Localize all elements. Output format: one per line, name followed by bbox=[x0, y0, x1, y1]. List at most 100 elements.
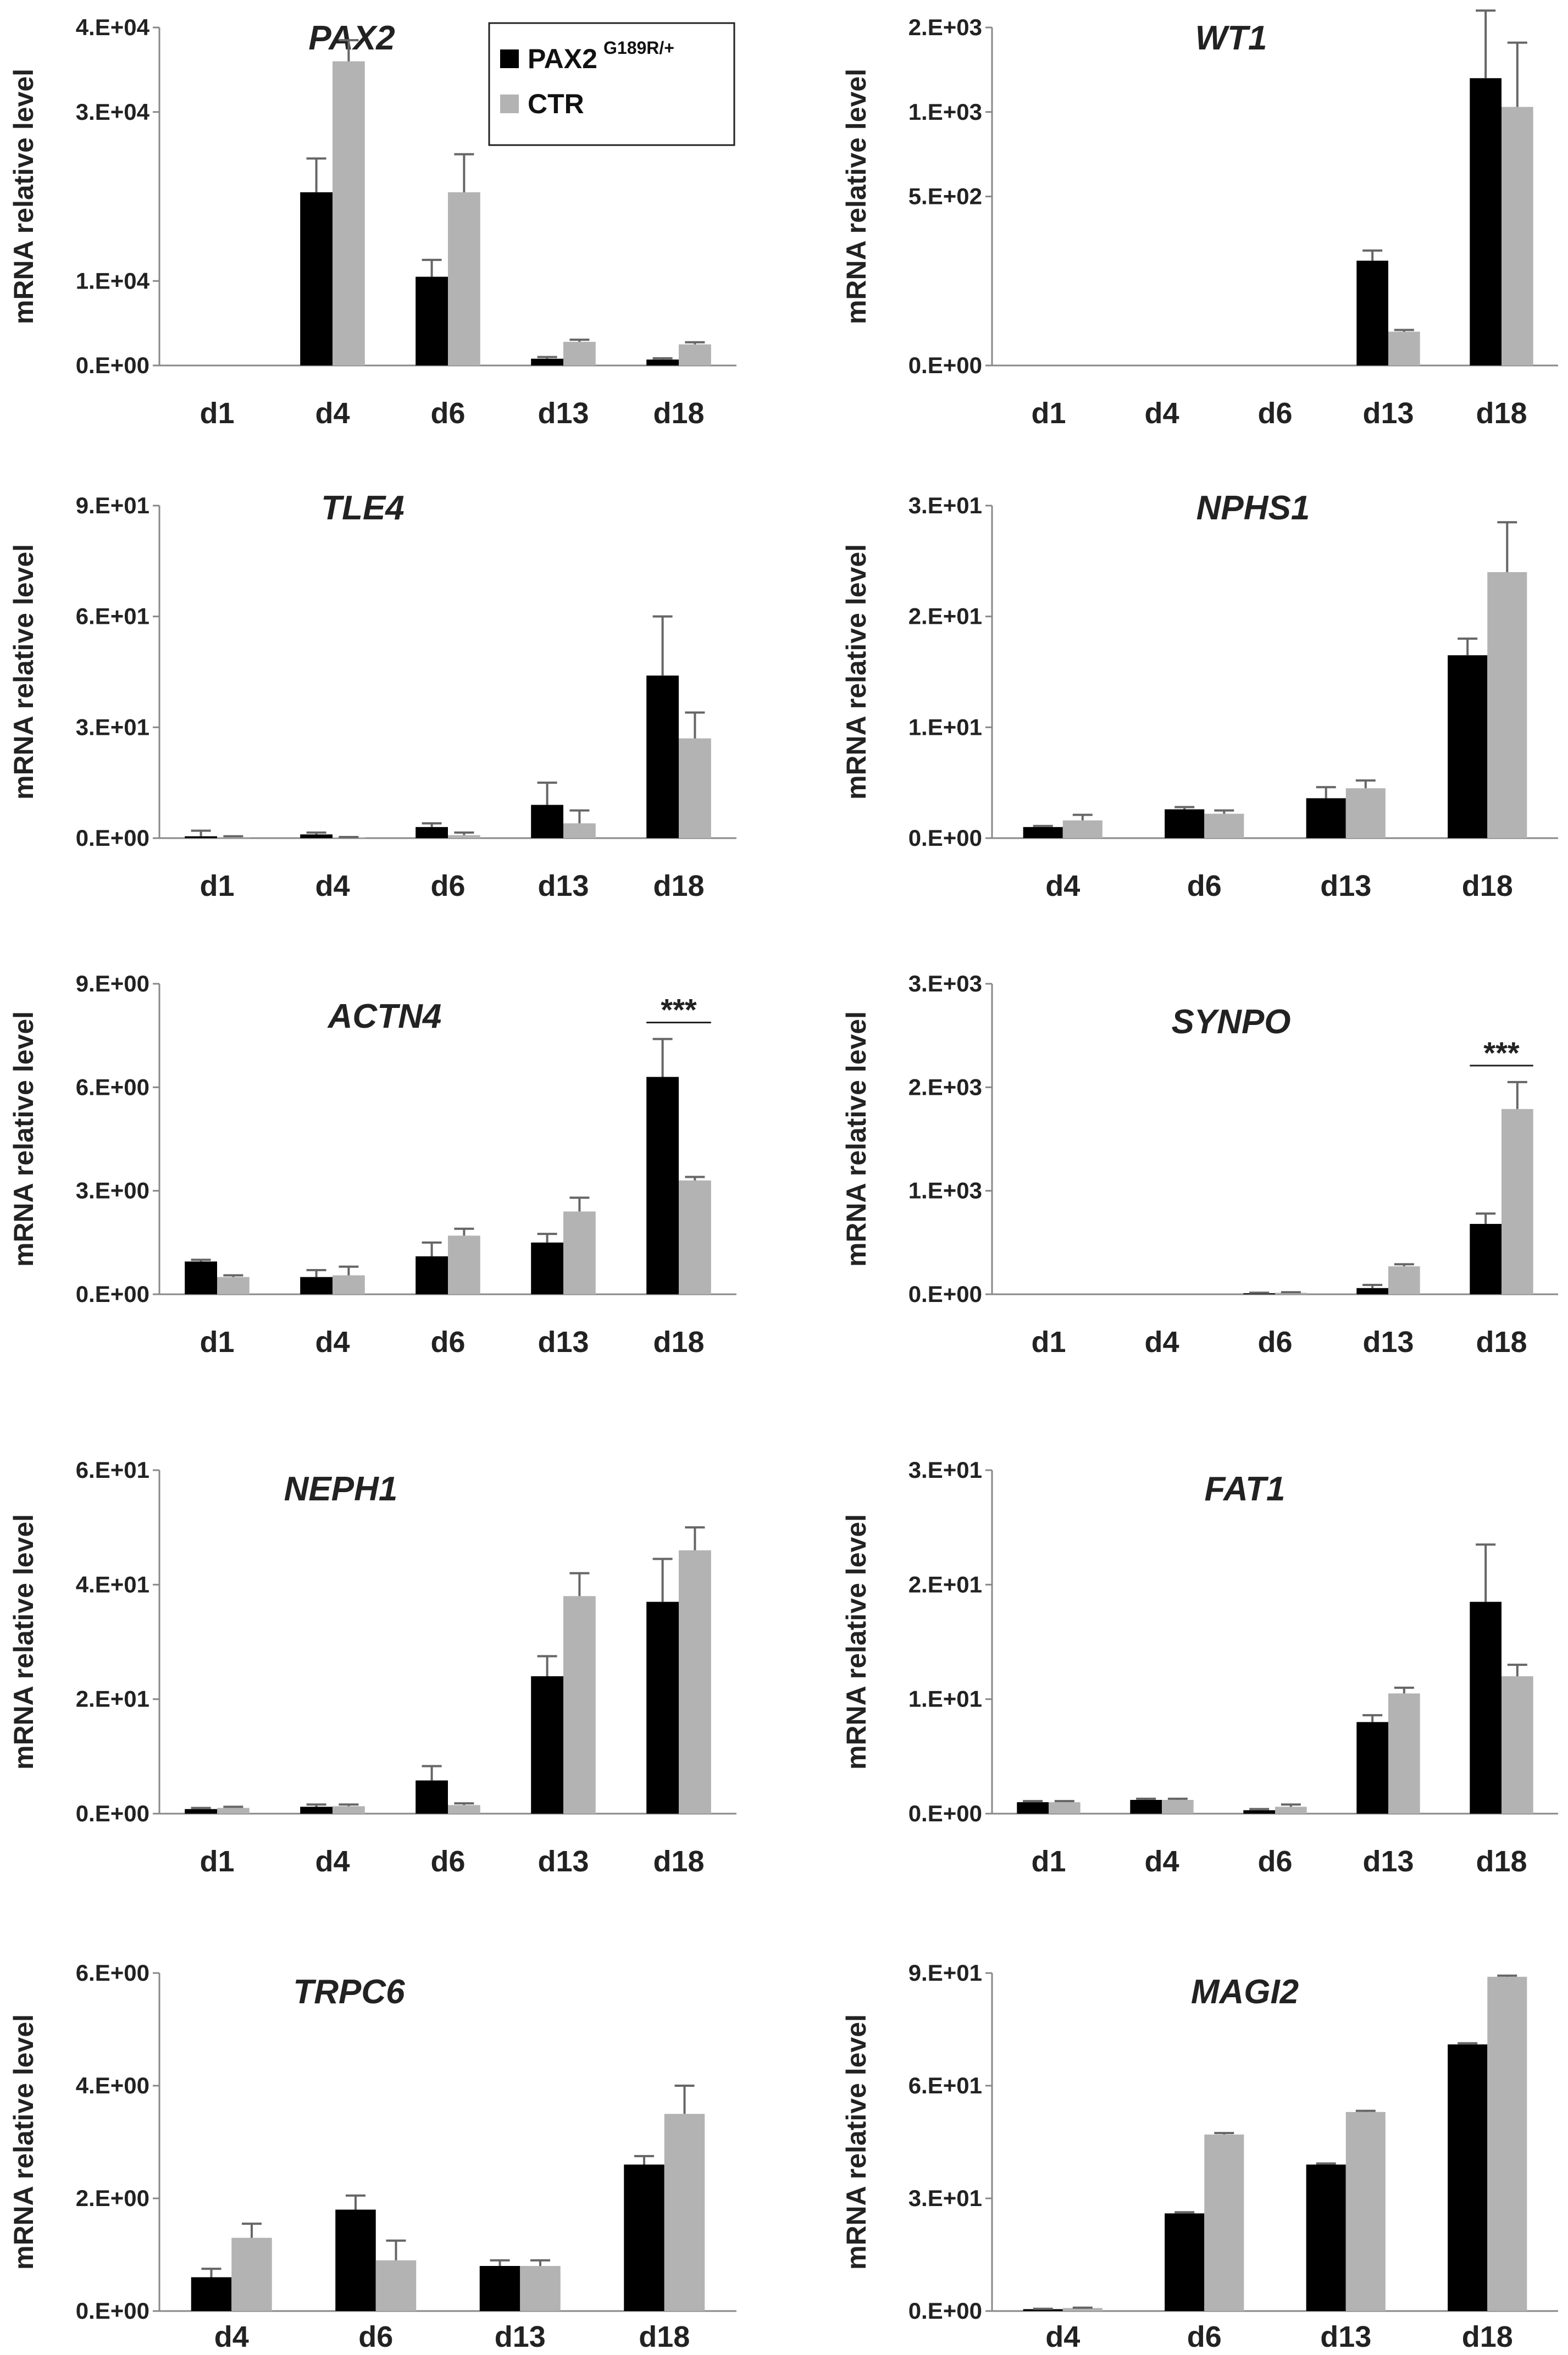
y-axis-label: mRNA relative level bbox=[8, 1011, 39, 1267]
bar-control-d18 bbox=[679, 738, 711, 838]
y-axis-label: mRNA relative level bbox=[841, 1011, 872, 1267]
chart-panel-fat1: 0.E+00 1.E+01 2.E+01 3.E+01 mRNA relative le… bbox=[841, 1457, 1558, 1878]
x-category-label: d1 bbox=[200, 1845, 234, 1878]
y-axis-label: mRNA relative level bbox=[841, 1514, 872, 1770]
y-tick-label: 2.E+00 bbox=[76, 2185, 149, 2211]
y-tick-label: 1.E+04 bbox=[76, 268, 150, 293]
x-category-label: d4 bbox=[1144, 397, 1179, 430]
x-category-label: d6 bbox=[358, 2320, 393, 2353]
x-category-label: d13 bbox=[1320, 869, 1371, 902]
legend: PAX2 G189R/+ CTR bbox=[488, 22, 735, 146]
y-axis-label: mRNA relative level bbox=[8, 69, 39, 324]
bar-control-d4 bbox=[333, 1806, 365, 1814]
significance-label: *** bbox=[661, 992, 697, 1027]
bar-control-d18 bbox=[679, 1180, 711, 1294]
chart-panel-neph1: 0.E+00 2.E+01 4.E+01 6.E+01 mRNA relative le… bbox=[8, 1457, 736, 1878]
bar-mutant-d13 bbox=[1356, 1288, 1388, 1294]
y-tick-label: 2.E+03 bbox=[908, 14, 982, 40]
x-category-label: d18 bbox=[653, 397, 704, 430]
y-tick-label: 0.E+00 bbox=[76, 2298, 149, 2324]
chart-title: ACTN4 bbox=[327, 998, 442, 1035]
y-tick-label: 0.E+00 bbox=[908, 1281, 982, 1307]
y-tick-label: 6.E+01 bbox=[76, 1457, 149, 1483]
y-tick-label: 2.E+03 bbox=[908, 1074, 982, 1100]
bar-mutant-d13 bbox=[531, 805, 563, 838]
x-category-label: d4 bbox=[1144, 1326, 1179, 1359]
bar-control-d6 bbox=[448, 835, 480, 838]
bar-control-d18 bbox=[1501, 1109, 1533, 1294]
bar-control-d6 bbox=[1204, 2134, 1244, 2311]
bar-mutant-d18 bbox=[1448, 655, 1488, 838]
bar-mutant-d13 bbox=[531, 358, 563, 365]
bar-mutant-d13 bbox=[1356, 1722, 1388, 1814]
x-category-label: d4 bbox=[1144, 1845, 1179, 1878]
bar-control-d4 bbox=[1062, 2308, 1102, 2311]
bar-mutant-d13 bbox=[531, 1676, 563, 1814]
y-tick-label: 0.E+00 bbox=[908, 1800, 982, 1826]
y-axis-label: mRNA relative level bbox=[8, 544, 39, 800]
x-category-label: d13 bbox=[495, 2320, 546, 2353]
y-tick-label: 2.E+01 bbox=[76, 1686, 149, 1712]
x-category-label: d4 bbox=[1045, 2320, 1080, 2353]
y-tick-label: 6.E+01 bbox=[908, 2073, 982, 2098]
x-category-label: d6 bbox=[430, 397, 465, 430]
y-tick-label: 3.E+01 bbox=[76, 714, 149, 740]
legend-label-mutant-superscript: G189R/+ bbox=[603, 38, 674, 58]
legend-label-mutant: PAX2 bbox=[528, 43, 597, 74]
bar-control-d13 bbox=[520, 2266, 561, 2311]
bar-mutant-d1 bbox=[185, 1261, 217, 1294]
x-category-label: d1 bbox=[200, 869, 234, 902]
y-tick-label: 0.E+00 bbox=[76, 1800, 149, 1826]
y-tick-label: 3.E+04 bbox=[76, 99, 150, 125]
bar-control-d13 bbox=[1345, 788, 1386, 838]
x-category-label: d18 bbox=[653, 1845, 704, 1878]
y-tick-label: 1.E+01 bbox=[908, 714, 982, 740]
x-category-label: d18 bbox=[1462, 2320, 1513, 2353]
bar-control-d18 bbox=[679, 1550, 711, 1814]
chart-title: FAT1 bbox=[1205, 1470, 1286, 1508]
y-tick-label: 3.E+01 bbox=[908, 1457, 982, 1483]
chart-panels: 0.E+00 1.E+04 3.E+04 4.E+04 mRNA relative le… bbox=[8, 9, 1558, 2353]
bar-control-d13 bbox=[1388, 1266, 1420, 1294]
x-category-label: d13 bbox=[538, 869, 589, 902]
bar-control-d6 bbox=[1275, 1807, 1307, 1814]
significance-label: *** bbox=[1483, 1035, 1520, 1070]
y-tick-label: 2.E+01 bbox=[908, 1571, 982, 1597]
x-category-label: d13 bbox=[538, 1845, 589, 1878]
x-category-label: d13 bbox=[1362, 1845, 1414, 1878]
x-category-label: d18 bbox=[653, 869, 704, 902]
bar-mutant-d18 bbox=[1470, 1223, 1501, 1294]
y-tick-label: 0.E+00 bbox=[908, 2298, 982, 2324]
x-category-label: d4 bbox=[315, 397, 350, 430]
bar-mutant-d13 bbox=[479, 2266, 520, 2311]
y-tick-label: 3.E+01 bbox=[908, 2185, 982, 2211]
bar-control-d18 bbox=[664, 2114, 705, 2311]
chart-title: NEPH1 bbox=[284, 1470, 398, 1508]
x-category-label: d4 bbox=[214, 2320, 249, 2353]
y-tick-label: 6.E+00 bbox=[76, 1960, 149, 1986]
y-tick-label: 9.E+01 bbox=[908, 1960, 982, 1986]
y-tick-label: 1.E+03 bbox=[908, 1178, 982, 1204]
bar-control-d1 bbox=[1049, 1802, 1081, 1814]
bar-control-d13 bbox=[1345, 2112, 1386, 2311]
chart-panel-pax2: 0.E+00 1.E+04 3.E+04 4.E+04 mRNA relative le… bbox=[8, 14, 736, 430]
x-category-label: d4 bbox=[315, 1845, 350, 1878]
bar-mutant-d4 bbox=[300, 834, 333, 838]
bar-mutant-d6 bbox=[415, 827, 448, 838]
y-axis-label: mRNA relative level bbox=[8, 2014, 39, 2270]
bar-mutant-d6 bbox=[415, 1256, 448, 1294]
bar-mutant-d18 bbox=[1448, 2044, 1488, 2311]
chart-title: NPHS1 bbox=[1196, 489, 1310, 527]
chart-panel-synpo: 0.E+00 1.E+03 2.E+03 3.E+03 mRNA relative le… bbox=[841, 971, 1558, 1359]
bar-control-d18 bbox=[1501, 1676, 1533, 1814]
x-category-label: d1 bbox=[1031, 1326, 1066, 1359]
bar-control-d13 bbox=[563, 823, 596, 838]
bar-mutant-d18 bbox=[1470, 1602, 1501, 1814]
chart-title: PAX2 bbox=[308, 19, 395, 57]
x-category-label: d4 bbox=[1045, 869, 1080, 902]
y-axis-label: mRNA relative level bbox=[8, 1514, 39, 1770]
chart-panel-actn4: 0.E+00 3.E+00 6.E+00 9.E+00 mRNA relative le… bbox=[8, 971, 736, 1359]
y-tick-label: 4.E+01 bbox=[76, 1571, 149, 1597]
chart-title: TRPC6 bbox=[293, 1973, 405, 2011]
